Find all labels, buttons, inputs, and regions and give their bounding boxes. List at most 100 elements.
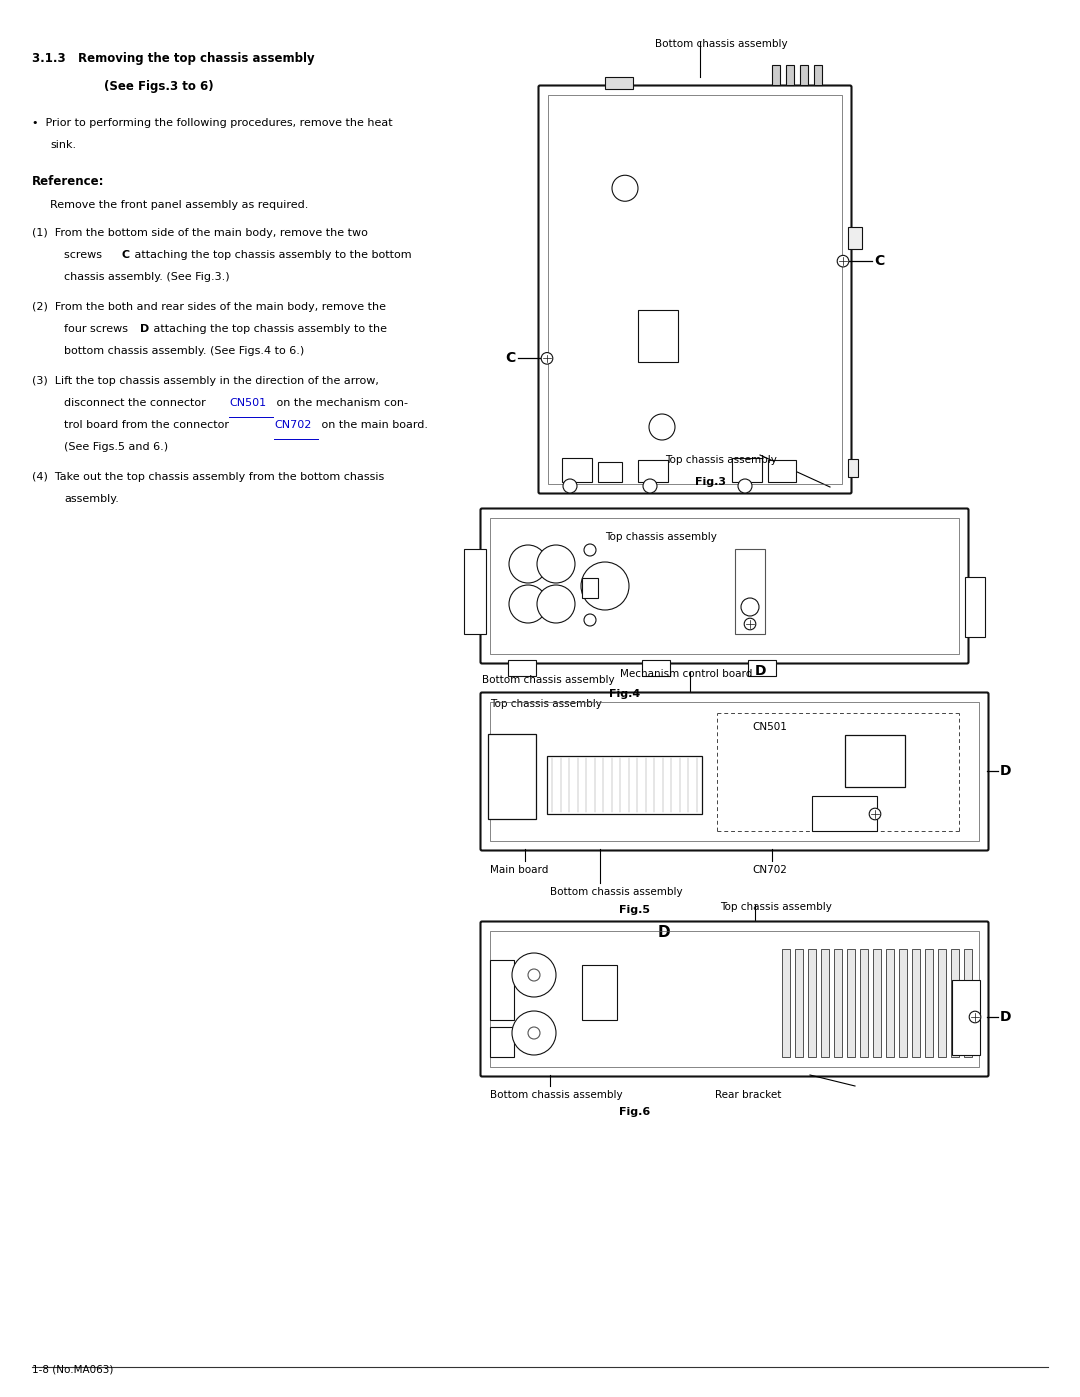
Circle shape [869,809,881,820]
Bar [899,949,907,1058]
Bar [490,703,978,841]
Bar [546,756,702,814]
Bar [508,659,536,676]
Circle shape [528,970,540,981]
Text: 1-8 (No.MA063): 1-8 (No.MA063) [32,1365,113,1375]
Text: D: D [755,664,767,678]
Text: Remove the front panel assembly as required.: Remove the front panel assembly as requi… [50,200,309,210]
Bar [886,949,894,1058]
Bar [966,577,985,637]
Text: attaching the top chassis assembly to the bottom: attaching the top chassis assembly to th… [131,250,411,260]
Bar [847,949,855,1058]
Bar [768,460,796,482]
Bar [642,659,670,676]
Text: CN501: CN501 [752,722,787,732]
Text: C: C [505,352,516,366]
Circle shape [741,598,759,616]
Bar [860,949,868,1058]
Text: Rear bracket: Rear bracket [715,1090,781,1099]
Circle shape [744,619,756,630]
Text: Fig.4: Fig.4 [609,689,640,698]
Text: CN702: CN702 [274,420,311,430]
Bar [964,949,972,1058]
Bar [748,659,777,676]
Text: Main board: Main board [490,865,549,875]
Text: Fig.6: Fig.6 [619,1106,650,1118]
Text: Top chassis assembly: Top chassis assembly [490,698,602,710]
Circle shape [584,580,596,592]
Bar [490,960,514,1020]
Circle shape [509,545,546,583]
Text: on the main board.: on the main board. [318,420,428,430]
Text: Fig.5: Fig.5 [620,905,650,915]
Bar [795,949,804,1058]
Circle shape [738,479,752,493]
Text: chassis assembly. (See Fig.3.): chassis assembly. (See Fig.3.) [64,272,230,282]
FancyBboxPatch shape [481,693,988,851]
Text: 3.1.3   Removing the top chassis assembly: 3.1.3 Removing the top chassis assembly [32,52,314,66]
Bar [939,949,946,1058]
FancyBboxPatch shape [481,922,988,1077]
Text: four screws: four screws [64,324,132,334]
Bar [848,226,862,249]
Text: screws: screws [64,250,106,260]
Text: D: D [140,324,149,334]
Bar [782,949,789,1058]
Circle shape [541,352,553,365]
Circle shape [612,175,638,201]
Text: trol board from the connector: trol board from the connector [64,420,232,430]
Bar [812,796,877,831]
Bar [605,77,633,89]
Text: (2)  From the both and rear sides of the main body, remove the: (2) From the both and rear sides of the … [32,302,386,312]
Bar [582,965,617,1020]
Bar [834,949,842,1058]
Bar [598,462,622,482]
Text: bottom chassis assembly. (See Figs.4 to 6.): bottom chassis assembly. (See Figs.4 to … [64,346,305,356]
Circle shape [584,615,596,626]
Circle shape [581,562,629,610]
Bar [845,735,905,787]
Bar [490,1027,514,1058]
Bar [786,66,794,85]
Text: on the mechanism con-: on the mechanism con- [273,398,408,408]
Bar [814,66,822,85]
Text: (See Figs.5 and 6.): (See Figs.5 and 6.) [64,441,168,453]
Text: (3)  Lift the top chassis assembly in the direction of the arrow,: (3) Lift the top chassis assembly in the… [32,376,379,386]
Text: D: D [1000,1010,1012,1024]
Circle shape [537,585,575,623]
Text: Bottom chassis assembly: Bottom chassis assembly [482,675,615,685]
Text: C: C [874,254,885,268]
Bar [464,549,486,634]
Bar [732,458,762,482]
Bar [490,930,978,1067]
Bar [808,949,816,1058]
Text: attaching the top chassis assembly to the: attaching the top chassis assembly to th… [150,324,387,334]
Bar [638,460,669,482]
Bar [924,949,933,1058]
Text: (See Figs.3 to 6): (See Figs.3 to 6) [104,80,214,94]
Circle shape [837,256,849,267]
Text: D: D [1000,764,1012,778]
Text: sink.: sink. [50,140,76,149]
Bar [821,949,829,1058]
Circle shape [643,479,657,493]
Bar [800,66,808,85]
Text: (4)  Take out the top chassis assembly from the bottom chassis: (4) Take out the top chassis assembly fr… [32,472,384,482]
Bar [548,95,842,483]
Text: Mechanism control board: Mechanism control board [620,669,753,679]
Bar [873,949,881,1058]
Text: Reference:: Reference: [32,175,105,189]
Text: (1)  From the bottom side of the main body, remove the two: (1) From the bottom side of the main bod… [32,228,368,237]
Circle shape [584,543,596,556]
Circle shape [512,953,556,997]
Circle shape [649,414,675,440]
Text: •  Prior to performing the following procedures, remove the heat: • Prior to performing the following proc… [32,117,393,129]
Text: C: C [121,250,130,260]
Circle shape [509,585,546,623]
Bar [488,733,536,819]
Text: disconnect the connector: disconnect the connector [64,398,210,408]
Text: Fig.3: Fig.3 [694,476,726,488]
Text: Top chassis assembly: Top chassis assembly [665,455,777,465]
Bar [848,460,858,476]
Bar [951,949,959,1058]
